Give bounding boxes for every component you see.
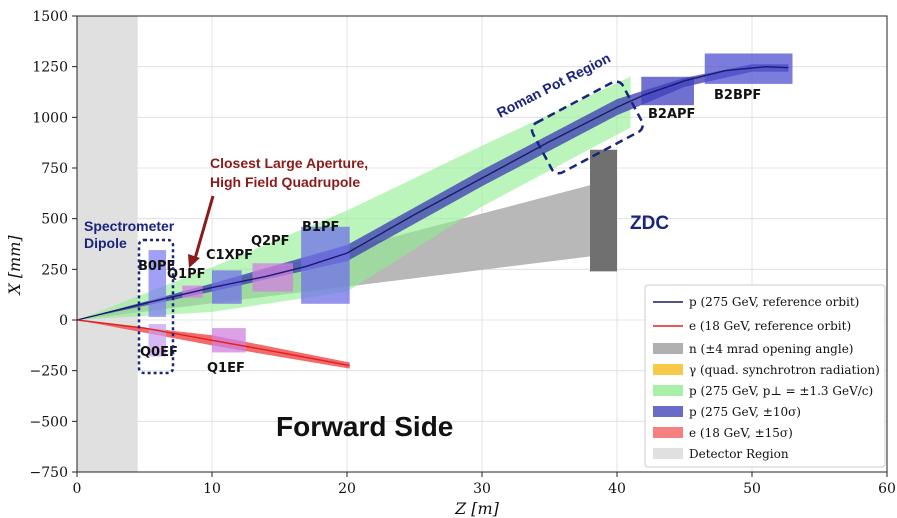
annotation-arrowhead (188, 254, 200, 268)
x-tick-label-2: 20 (338, 481, 356, 497)
series-lines (76, 65, 789, 367)
series-line-1 (76, 319, 350, 367)
annotation-forward-side: Forward Side (276, 411, 453, 442)
x-tick-label-3: 30 (473, 481, 491, 497)
magnet-label-q1pf: Q1PF (167, 267, 206, 282)
x-axis-label: Z [m] (454, 499, 500, 518)
legend: p (275 GeV, reference orbit) e (18 GeV, … (644, 284, 886, 468)
y-tick-label-0: 1500 (32, 9, 68, 25)
magnet-label-b0pf: B0PF (138, 259, 175, 274)
magnet-zdc (590, 149, 617, 272)
magnet-label-c1xpf: C1XPF (206, 248, 253, 263)
y-axis-label: X [mm] (5, 235, 24, 297)
y-tick-label-9: −750 (30, 465, 68, 481)
annotation-zdc: ZDC (630, 213, 669, 234)
axes: 0 10 20 30 40 50 60 1500 1250 1000 750 500 250 0 −250 −… (30, 9, 896, 497)
legend-label-neutron: n (±4 mrad opening angle) (689, 342, 853, 356)
legend-swatch-pt (653, 385, 683, 396)
legend-label-gamma: γ (quad. synchrotron radiation) (689, 363, 880, 377)
legend-swatch-detector (653, 448, 683, 459)
x-tick-label-1: 10 (203, 481, 221, 497)
y-tick-label-5: 250 (41, 262, 68, 278)
legend-swatch-gamma (653, 364, 683, 375)
legend-swatch-electron-15sigma (653, 427, 683, 438)
legend-label-electron-15sigma: e (18 GeV, ±15σ) (689, 426, 793, 440)
annotation-arrow (192, 195, 215, 263)
legend-label-electron-orbit: e (18 GeV, reference orbit) (689, 319, 851, 333)
magnet-label-q1ef: Q1EF (207, 361, 245, 376)
annotation-closest-aperture: Closest Large Aperture, (210, 155, 368, 171)
detector-region (77, 16, 138, 472)
magnet-q0ef (148, 324, 167, 357)
annotation-dipole: Dipole (84, 235, 127, 251)
x-tick-label-5: 50 (743, 481, 761, 497)
x-tick-label-0: 0 (73, 481, 82, 497)
y-tick-label-4: 500 (41, 212, 68, 228)
magnet-b2apf (641, 76, 694, 106)
magnet-label-b2bpf: B2BPF (714, 88, 761, 103)
magnet-q1ef (212, 328, 246, 353)
magnet-b0pf (148, 250, 167, 317)
legend-label-detector: Detector Region (689, 447, 789, 461)
y-tick-label-1: 1250 (32, 60, 68, 76)
band-pt-acceptance (77, 76, 631, 320)
legend-swatch-neutron (653, 343, 683, 354)
legend-swatch-proton-10sigma (653, 406, 683, 417)
magnet-label-q2pf: Q2PF (251, 234, 290, 249)
magnet-label-b2apf: B2APF (648, 107, 695, 122)
series-line-0 (76, 65, 789, 321)
legend-label-proton-10sigma: p (275 GeV, ±10σ) (689, 405, 801, 419)
annotation-high-field: High Field Quadrupole (210, 174, 360, 190)
y-tick-label-8: −500 (30, 414, 68, 430)
annotation-spectrometer: Spectrometer (84, 218, 175, 234)
legend-label-pt: p (275 GeV, p⊥ = ±1.3 GeV/c) (689, 384, 873, 398)
legend-label-proton-orbit: p (275 GeV, reference orbit) (689, 295, 859, 309)
legend-frame (644, 284, 886, 468)
y-tick-label-7: −250 (30, 364, 68, 380)
y-tick-label-6: 0 (59, 313, 68, 329)
magnet-label-q0ef: Q0EF (140, 345, 178, 360)
magnet-label-b1pf: B1PF (302, 220, 339, 235)
y-tick-label-3: 750 (41, 161, 68, 177)
y-tick-label-2: 1000 (32, 110, 68, 126)
roman-pot-box (530, 80, 644, 175)
spectrometer-box (137, 238, 175, 375)
x-tick-label-4: 40 (608, 481, 626, 497)
x-tick-label-6: 60 (878, 481, 896, 497)
